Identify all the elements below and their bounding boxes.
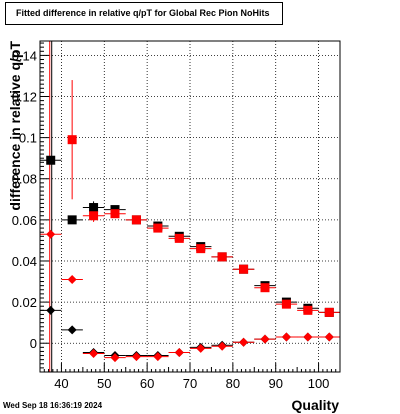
data-point xyxy=(67,215,77,225)
data-point xyxy=(153,223,163,233)
data-point xyxy=(46,155,56,165)
data-point xyxy=(46,305,56,315)
data-point xyxy=(46,229,56,239)
data-point xyxy=(281,299,291,309)
data-point xyxy=(174,347,184,357)
x-tick-label: 70 xyxy=(183,376,197,391)
data-point xyxy=(324,307,334,317)
data-point xyxy=(131,352,141,362)
data-point xyxy=(217,341,227,351)
x-tick-label: 40 xyxy=(54,376,68,391)
data-point xyxy=(110,353,120,363)
data-point xyxy=(303,305,313,315)
data-point xyxy=(196,244,206,254)
x-tick-label: 60 xyxy=(140,376,154,391)
title-box: Fitted difference in relative q/pT for G… xyxy=(5,2,283,25)
data-point xyxy=(303,332,313,342)
y-tick-label: 0.02 xyxy=(12,295,37,310)
data-point xyxy=(217,252,227,262)
data-point xyxy=(324,332,334,342)
data-point xyxy=(153,352,163,362)
data-point xyxy=(239,337,249,347)
x-axis-label: Quality xyxy=(292,397,340,413)
x-tick-label: 100 xyxy=(308,376,330,391)
x-tick-label: 80 xyxy=(226,376,240,391)
date-stamp: Wed Sep 18 16:36:19 2024 xyxy=(3,401,103,410)
data-point xyxy=(281,332,291,342)
data-point xyxy=(131,215,141,225)
y-axis-label: difference in relative q/pT xyxy=(7,41,23,211)
data-point xyxy=(67,325,77,335)
x-tick-label: 50 xyxy=(97,376,111,391)
data-point xyxy=(110,209,120,219)
y-tick-label: 0 xyxy=(30,336,37,351)
y-tick-label: 0.04 xyxy=(12,254,37,269)
data-point xyxy=(67,274,77,284)
markers xyxy=(46,135,334,363)
data-point xyxy=(89,203,99,213)
data-point xyxy=(239,264,249,274)
data-point xyxy=(196,343,206,353)
x-tick-label: 90 xyxy=(268,376,282,391)
data-point xyxy=(89,211,99,221)
axes: 40 50 60 70 80 90 100 0 0.02 0.04 0.06 0.08 0.1 0.12 0… xyxy=(12,42,341,391)
y-tick-label: 0.14 xyxy=(12,48,37,63)
chart-title: Fitted difference in relative q/pT for G… xyxy=(16,8,270,18)
y-tick-label: 0.08 xyxy=(12,172,37,187)
data-point xyxy=(174,233,184,243)
data-point xyxy=(260,334,270,344)
y-tick-label: 0.1 xyxy=(19,131,37,146)
grid xyxy=(40,41,340,372)
data-point xyxy=(67,135,77,145)
data-point xyxy=(260,283,270,293)
y-tick-label: 0.06 xyxy=(12,213,37,228)
y-tick-label: 0.12 xyxy=(12,90,37,105)
data-point xyxy=(89,348,99,358)
